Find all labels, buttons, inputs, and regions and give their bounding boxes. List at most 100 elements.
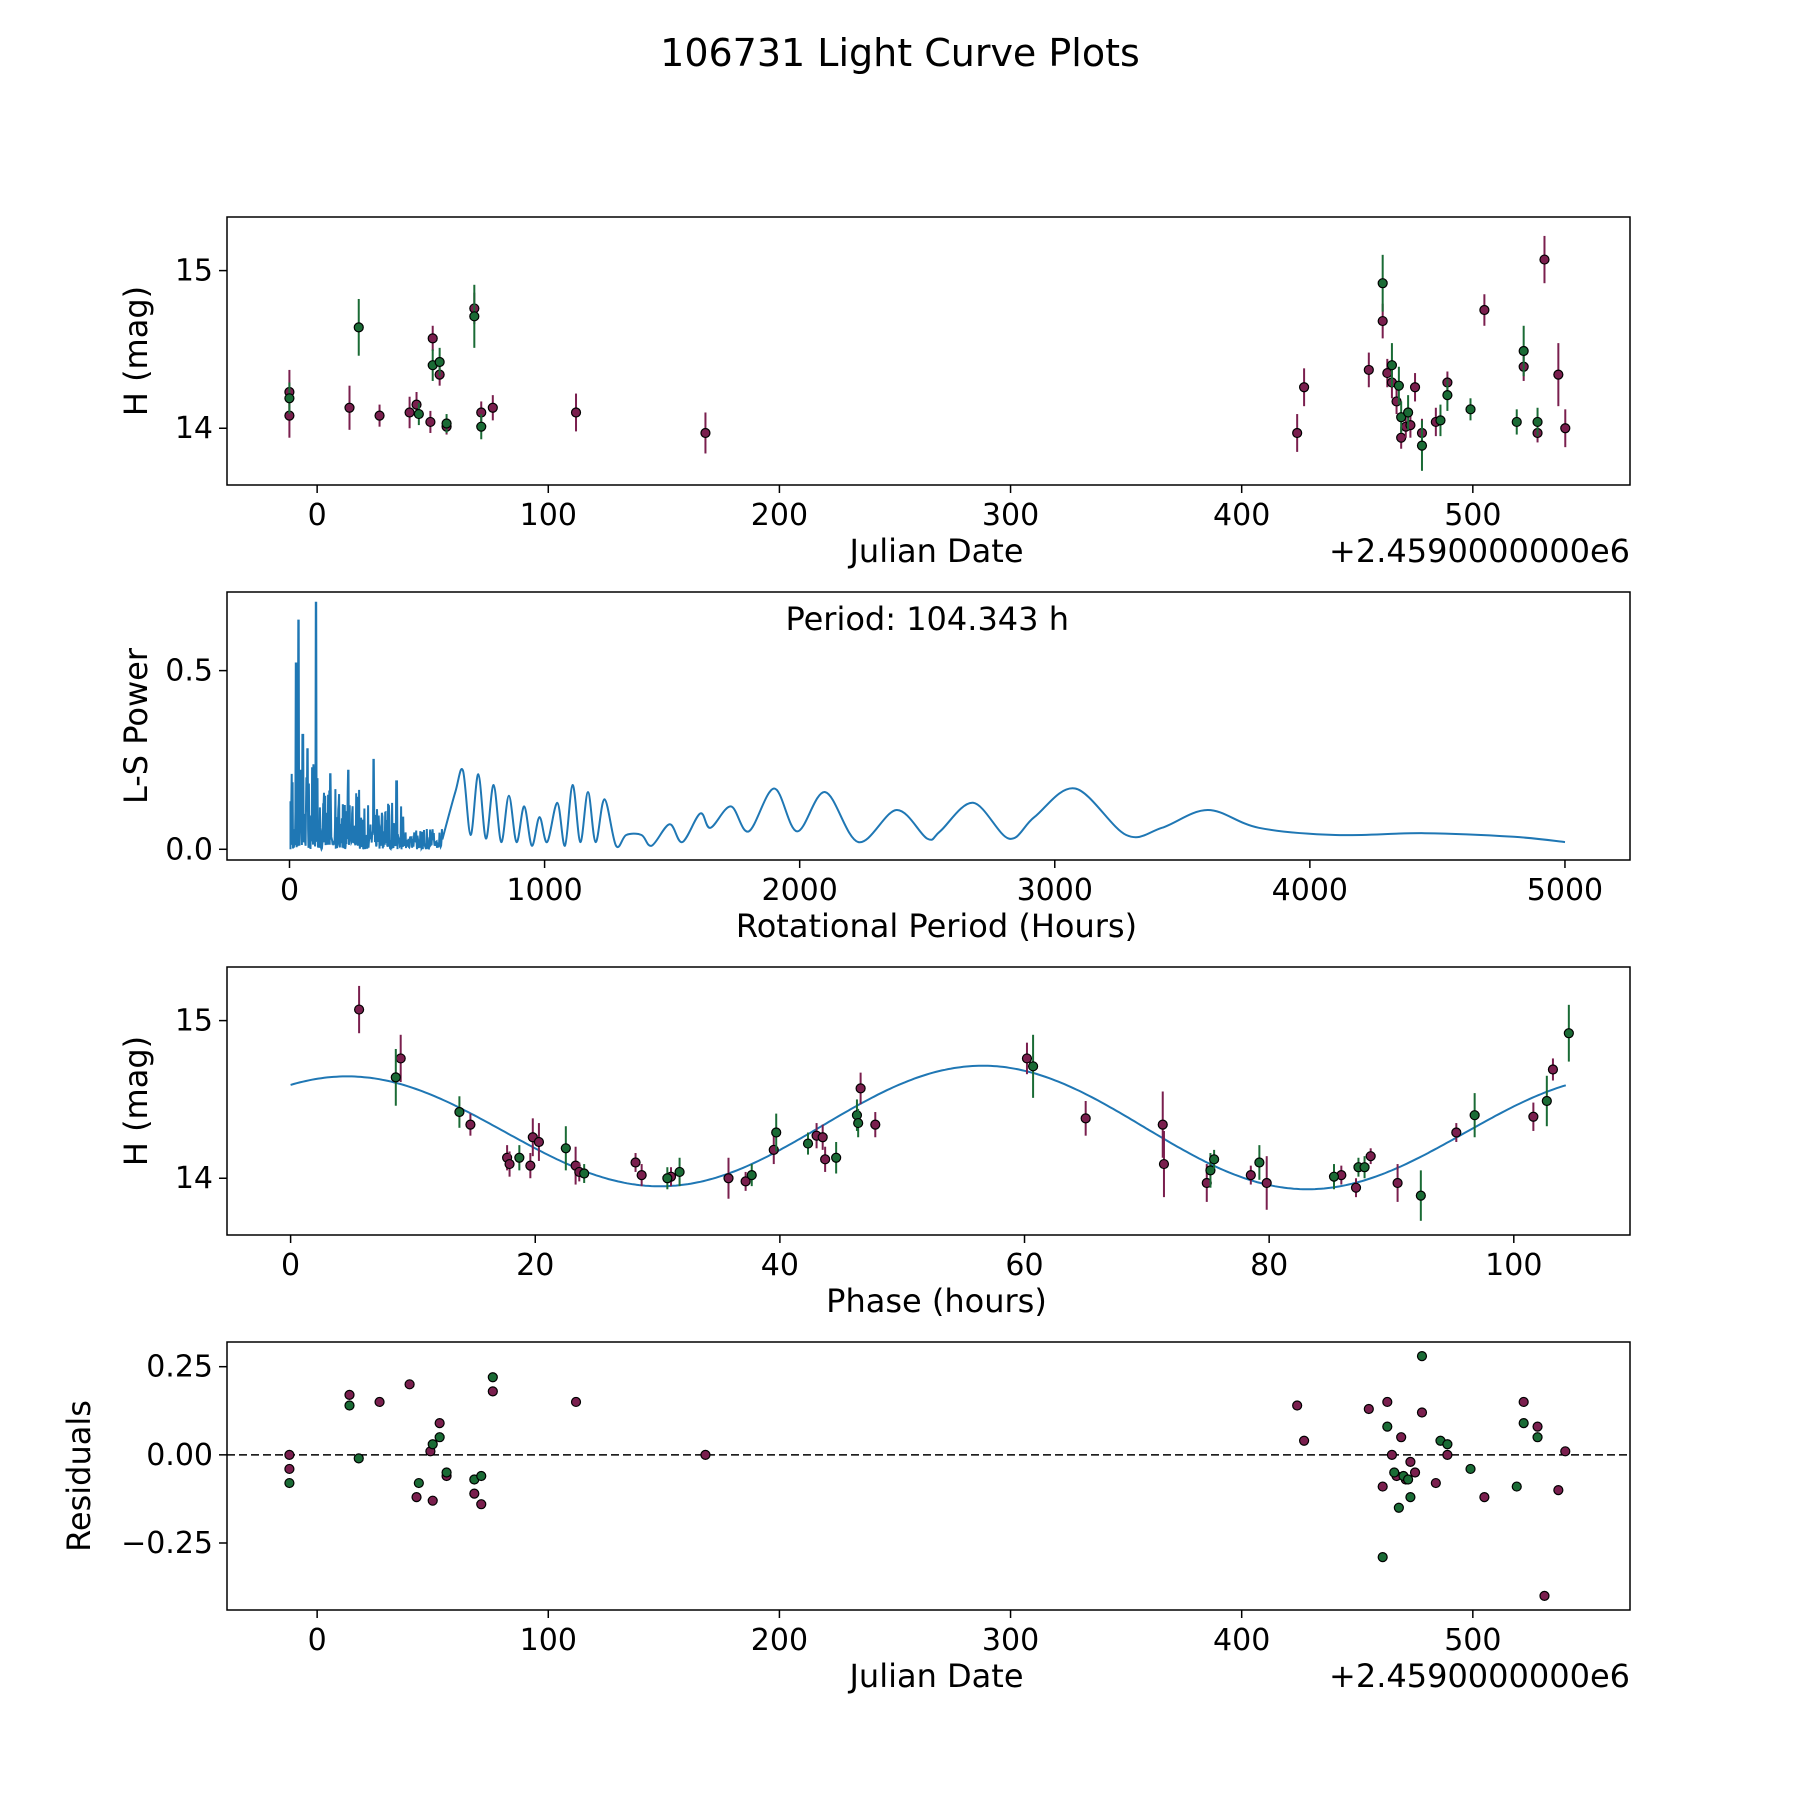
- x-tick-label: 300: [982, 498, 1039, 533]
- data-point-magenta: [354, 1004, 365, 1015]
- plot-area: [289, 601, 1566, 852]
- data-point-magenta: [1080, 1113, 1091, 1124]
- data-point-green: [1389, 1467, 1400, 1478]
- data-point-green: [454, 1106, 465, 1118]
- data-point-green: [1469, 1110, 1480, 1121]
- data-point-green: [469, 311, 480, 322]
- y-axis-label: L-S Power: [117, 647, 155, 804]
- data-point-magenta: [1560, 1446, 1571, 1457]
- panel-3: 0 20 40 60 80 100 14 15 Phase (hours) H (mag): [117, 966, 1631, 1320]
- data-point-green: [802, 1138, 814, 1149]
- data-point-green: [1518, 1418, 1529, 1429]
- data-point-green: [1377, 278, 1388, 289]
- data-point-green: [1435, 415, 1446, 426]
- data-point-magenta: [525, 1160, 536, 1171]
- data-point-magenta: [1479, 304, 1490, 316]
- data-point-magenta: [1363, 1403, 1374, 1415]
- data-point-magenta: [1553, 1485, 1564, 1496]
- data-point-green: [1396, 412, 1407, 423]
- y-axis-label: Residuals: [60, 1400, 98, 1552]
- y-tick-label: 0.00: [146, 1438, 213, 1473]
- data-point-magenta: [1518, 1396, 1529, 1408]
- data-point-green: [434, 1432, 445, 1443]
- data-point-green: [579, 1168, 590, 1179]
- data-point-magenta: [1442, 1449, 1453, 1460]
- panel-2: 0 1000 2000 3000 4000 5000 0.0 0.5 Rotational Pe…: [117, 591, 1631, 945]
- data-point-magenta: [1292, 1400, 1303, 1411]
- data-point-green: [1403, 1474, 1414, 1485]
- figure-title: 106731 Light Curve Plots: [660, 31, 1140, 75]
- data-point-magenta: [504, 1158, 515, 1170]
- data-point-magenta: [1409, 382, 1421, 393]
- data-point-magenta: [1451, 1127, 1462, 1138]
- data-point-magenta: [374, 1396, 385, 1408]
- x-offset-label: +2.4590000000e6: [1329, 1657, 1630, 1695]
- x-tick-label: 0: [308, 1623, 327, 1658]
- data-point-magenta: [1298, 382, 1310, 393]
- data-point-green: [413, 1477, 424, 1489]
- data-point-magenta: [533, 1136, 545, 1148]
- data-point-magenta: [434, 1418, 445, 1429]
- data-point-green: [1386, 360, 1398, 371]
- data-point-green: [476, 1470, 487, 1482]
- data-point-magenta: [469, 1488, 480, 1499]
- x-tick-label: 0: [280, 873, 299, 908]
- data-point-green: [1377, 1552, 1388, 1563]
- data-point-magenta: [1396, 432, 1407, 443]
- data-point-magenta: [1350, 1182, 1362, 1193]
- plot-area: [284, 235, 1571, 471]
- data-point-green: [344, 1400, 355, 1411]
- data-point-green: [1541, 1095, 1552, 1107]
- data-point-magenta: [1292, 427, 1303, 439]
- x-tick-label: 0: [308, 498, 327, 533]
- x-tick-label: 100: [520, 1623, 577, 1658]
- x-tick-label: 2000: [761, 873, 837, 908]
- data-point-green: [1416, 440, 1428, 451]
- data-point-magenta: [1409, 1467, 1421, 1478]
- data-point-green: [476, 421, 487, 432]
- data-point-magenta: [817, 1132, 828, 1143]
- plot-frame: [226, 591, 1631, 861]
- data-point-green: [1416, 1351, 1428, 1362]
- data-point-magenta: [570, 407, 582, 418]
- data-point-green: [1442, 1439, 1453, 1450]
- data-point-green: [284, 1477, 295, 1489]
- data-point-magenta: [284, 1463, 295, 1475]
- data-point-magenta: [404, 407, 415, 418]
- data-point-magenta: [1377, 1481, 1388, 1492]
- plot-frame: [226, 1341, 1631, 1611]
- data-point-green: [831, 1152, 842, 1163]
- x-tick-label: 5000: [1527, 873, 1603, 908]
- data-point-green: [674, 1166, 685, 1178]
- data-point-green: [1518, 345, 1529, 357]
- data-point-magenta: [1539, 254, 1550, 265]
- data-point-magenta: [344, 1389, 355, 1400]
- data-point-magenta: [1532, 1421, 1543, 1432]
- data-point-green: [1205, 1165, 1216, 1176]
- x-tick-label: 300: [982, 1623, 1039, 1658]
- data-point-magenta: [700, 1449, 711, 1460]
- data-point-magenta: [1365, 1151, 1376, 1162]
- data-point-magenta: [374, 410, 385, 421]
- data-point-green: [1254, 1157, 1265, 1168]
- data-point-magenta: [1528, 1111, 1539, 1122]
- data-point-magenta: [1157, 1119, 1168, 1130]
- data-point-magenta: [427, 1495, 438, 1506]
- data-point-green: [1415, 1190, 1426, 1201]
- data-point-magenta: [700, 427, 711, 439]
- y-axis-label: H (mag): [117, 286, 155, 416]
- data-point-magenta: [425, 416, 436, 428]
- y-tick-label: 0.25: [146, 1350, 213, 1385]
- data-point-green: [746, 1169, 757, 1181]
- data-point-magenta: [1560, 423, 1571, 434]
- data-point-green: [1532, 1432, 1543, 1443]
- data-point-magenta: [1386, 1449, 1398, 1460]
- x-tick-label: 200: [751, 498, 808, 533]
- data-point-magenta: [411, 1492, 422, 1503]
- data-point-magenta: [1363, 364, 1374, 376]
- x-tick-label: 4000: [1272, 873, 1348, 908]
- data-point-green: [1442, 390, 1453, 401]
- data-point-magenta: [636, 1169, 647, 1181]
- data-point-green: [353, 322, 364, 333]
